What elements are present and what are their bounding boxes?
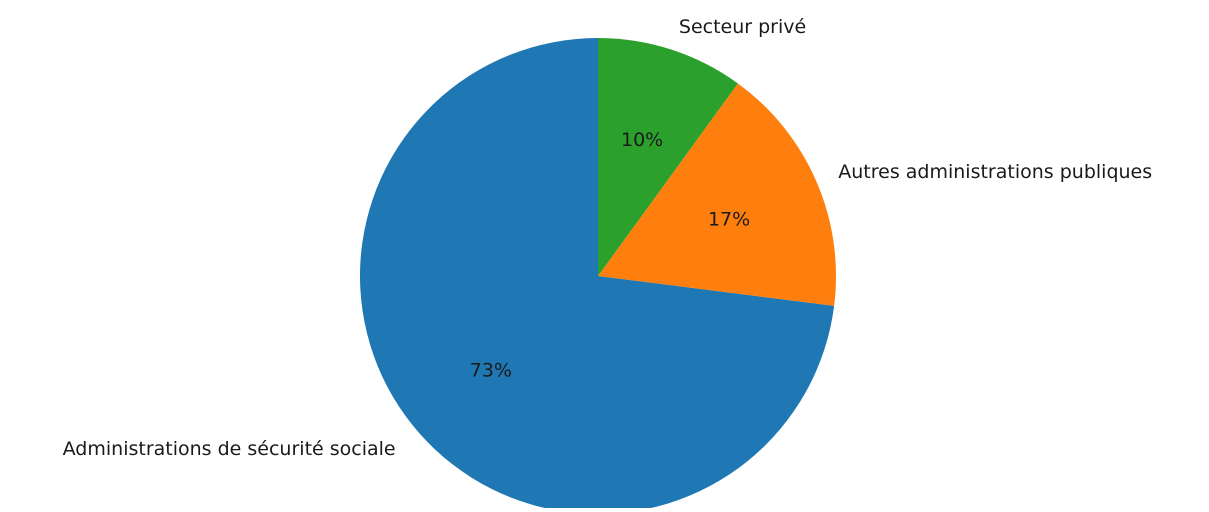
- slice-category-label-1: Administrations de sécurité sociale: [63, 438, 396, 460]
- pie-slice-2: [598, 83, 836, 306]
- slice-category-label-3: Secteur privé: [679, 16, 806, 38]
- pie-slice-1: [360, 38, 835, 512]
- slices-layer: [360, 38, 836, 512]
- labels-layer: 73% Administrations de sécurité sociale 17…: [63, 16, 1152, 460]
- pie-slice-3: [598, 38, 738, 276]
- slice-percent-label-1: 73%: [470, 359, 512, 381]
- slice-percent-label-2: 17%: [708, 208, 750, 230]
- slice-category-label-2: Autres administrations publiques: [838, 161, 1152, 183]
- slice-percent-label-3: 10%: [621, 129, 663, 151]
